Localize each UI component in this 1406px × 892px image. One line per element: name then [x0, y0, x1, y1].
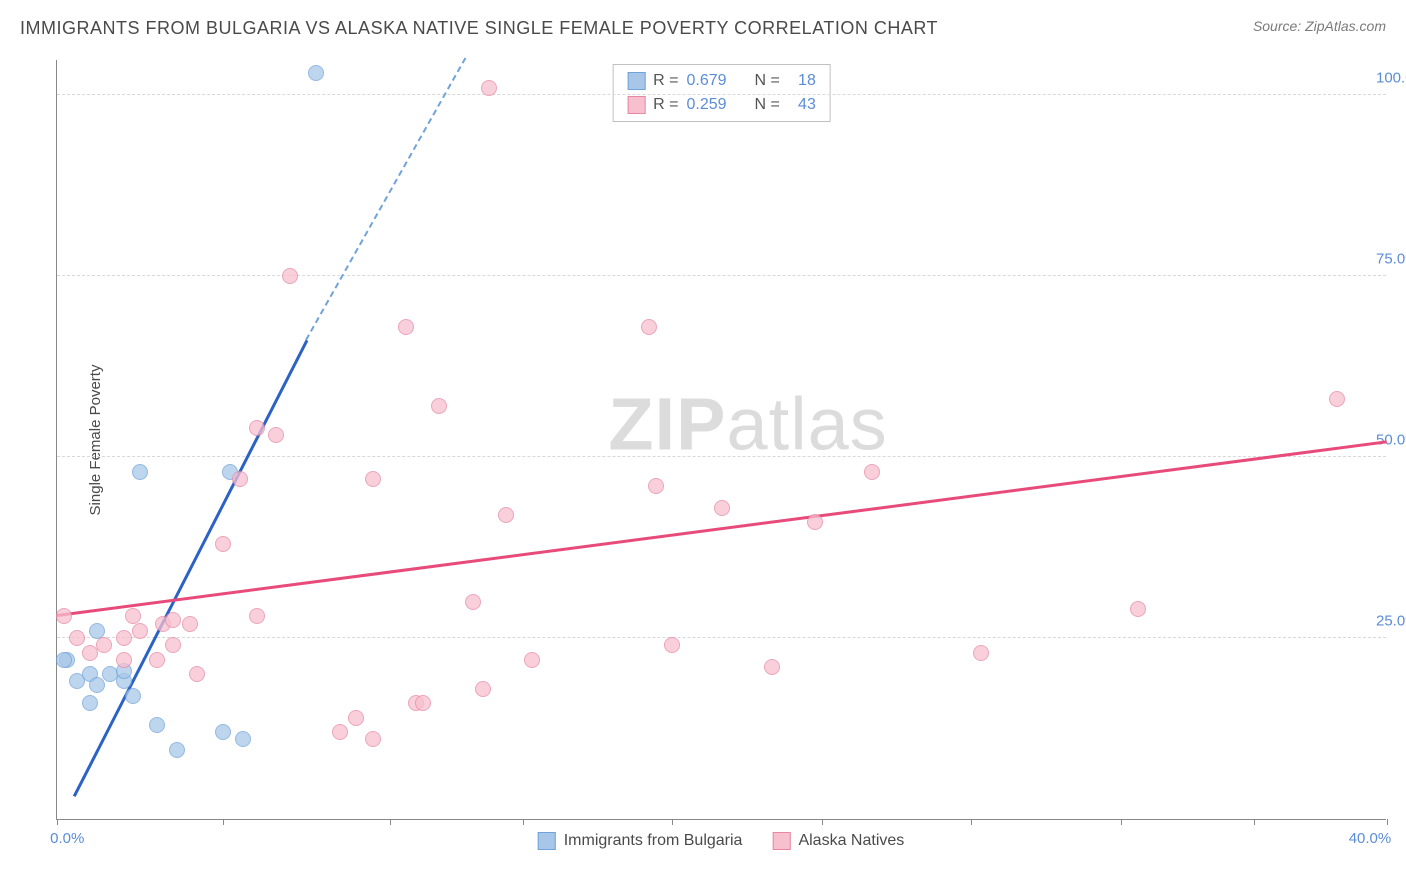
data-point: [165, 637, 181, 653]
legend-swatch: [538, 832, 556, 850]
source-label: Source: ZipAtlas.com: [1253, 18, 1386, 34]
data-point: [398, 319, 414, 335]
legend-swatch: [772, 832, 790, 850]
x-tick-label: 40.0%: [1349, 830, 1392, 847]
data-point: [116, 630, 132, 646]
data-point: [182, 616, 198, 632]
data-point: [415, 695, 431, 711]
n-value: 18: [786, 69, 816, 93]
legend-swatch: [627, 96, 645, 114]
data-point: [1329, 391, 1345, 407]
data-point: [481, 80, 497, 96]
data-point: [475, 681, 491, 697]
data-point: [498, 507, 514, 523]
data-point: [268, 427, 284, 443]
data-point: [641, 319, 657, 335]
r-value: 0.679: [687, 69, 739, 93]
legend-label: Immigrants from Bulgaria: [564, 832, 743, 850]
data-point: [249, 420, 265, 436]
r-label: R =: [653, 93, 678, 117]
data-point: [215, 536, 231, 552]
x-tick: [1387, 819, 1388, 825]
data-point: [132, 623, 148, 639]
trend-line: [57, 440, 1387, 616]
data-point: [56, 652, 72, 668]
series-legend: Immigrants from Bulgaria Alaska Natives: [538, 832, 905, 850]
y-tick-label: 100.0%: [1376, 70, 1406, 87]
data-point: [807, 514, 823, 530]
legend-item: Immigrants from Bulgaria: [538, 832, 743, 850]
x-tick: [1121, 819, 1122, 825]
chart-title: IMMIGRANTS FROM BULGARIA VS ALASKA NATIV…: [20, 18, 938, 39]
y-tick-label: 75.0%: [1376, 251, 1406, 268]
data-point: [89, 677, 105, 693]
data-point: [96, 637, 112, 653]
data-point: [56, 608, 72, 624]
r-value: 0.259: [687, 93, 739, 117]
data-point: [973, 645, 989, 661]
data-point: [235, 731, 251, 747]
data-point: [249, 608, 265, 624]
data-point: [169, 742, 185, 758]
chart-area: Single Female Poverty ZIPatlas R =0.679N…: [56, 60, 1386, 820]
data-point: [714, 500, 730, 516]
watermark: ZIPatlas: [608, 382, 887, 467]
gridline: [57, 94, 1386, 95]
data-point: [149, 652, 165, 668]
trend-line: [73, 339, 308, 796]
data-point: [365, 731, 381, 747]
data-point: [365, 471, 381, 487]
x-tick: [822, 819, 823, 825]
x-tick: [1254, 819, 1255, 825]
data-point: [149, 717, 165, 733]
x-tick: [390, 819, 391, 825]
data-point: [308, 65, 324, 81]
data-point: [232, 471, 248, 487]
x-tick: [523, 819, 524, 825]
data-point: [332, 724, 348, 740]
n-label: N =: [755, 93, 780, 117]
data-point: [348, 710, 364, 726]
legend-item: Alaska Natives: [772, 832, 904, 850]
legend-swatch: [627, 72, 645, 90]
data-point: [664, 637, 680, 653]
r-label: R =: [653, 69, 678, 93]
data-point: [1130, 601, 1146, 617]
correlation-legend: R = 0.679 N =18 R = 0.259 N =43: [612, 64, 831, 122]
data-point: [165, 612, 181, 628]
trend-line: [306, 58, 467, 341]
x-tick: [672, 819, 673, 825]
x-tick: [57, 819, 58, 825]
n-label: N =: [755, 69, 780, 93]
data-point: [282, 268, 298, 284]
data-point: [864, 464, 880, 480]
data-point: [764, 659, 780, 675]
data-point: [215, 724, 231, 740]
data-point: [82, 695, 98, 711]
scatter-plot: ZIPatlas R =0.679N =18R =0.259N =43 25.0…: [56, 60, 1386, 820]
data-point: [648, 478, 664, 494]
x-tick: [971, 819, 972, 825]
legend-row: R = 0.679 N =18: [627, 69, 816, 93]
gridline: [57, 275, 1386, 276]
data-point: [431, 398, 447, 414]
data-point: [116, 652, 132, 668]
data-point: [524, 652, 540, 668]
data-point: [465, 594, 481, 610]
data-point: [132, 464, 148, 480]
x-tick-label: 0.0%: [50, 830, 84, 847]
chart-header: IMMIGRANTS FROM BULGARIA VS ALASKA NATIV…: [0, 0, 1406, 39]
gridline: [57, 637, 1386, 638]
legend-label: Alaska Natives: [798, 832, 904, 850]
n-value: 43: [786, 93, 816, 117]
data-point: [189, 666, 205, 682]
gridline: [57, 456, 1386, 457]
data-point: [69, 630, 85, 646]
legend-row: R = 0.259 N =43: [627, 93, 816, 117]
y-tick-label: 25.0%: [1376, 613, 1406, 630]
x-tick: [223, 819, 224, 825]
data-point: [125, 688, 141, 704]
